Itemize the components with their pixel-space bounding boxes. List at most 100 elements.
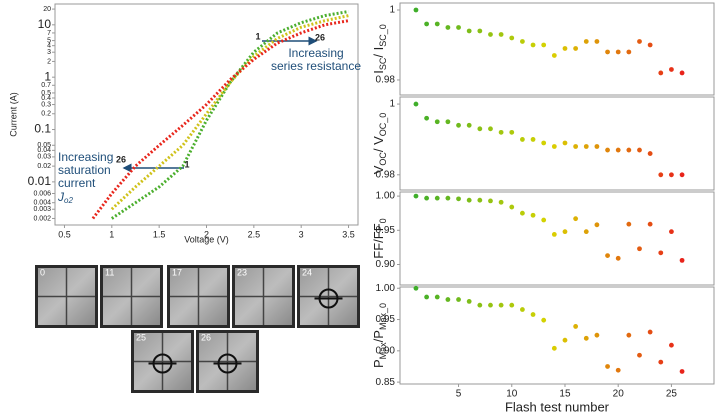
point xyxy=(562,337,568,343)
point xyxy=(498,199,504,205)
point xyxy=(509,204,515,210)
point xyxy=(679,257,685,263)
point xyxy=(562,46,568,51)
plot-area xyxy=(54,3,359,226)
point xyxy=(520,137,525,142)
curve-label: 26 xyxy=(116,154,126,164)
point xyxy=(424,115,430,121)
point xyxy=(541,42,547,48)
point xyxy=(477,126,483,132)
point xyxy=(477,302,483,308)
x-tick-label: 2 xyxy=(204,229,209,239)
point xyxy=(594,332,600,338)
point xyxy=(488,32,493,37)
point xyxy=(669,172,674,178)
y-axis-label-part: V xyxy=(371,165,386,174)
point xyxy=(520,39,525,44)
point xyxy=(626,147,632,153)
point xyxy=(637,147,642,153)
el-label: 25 xyxy=(136,332,146,342)
y-tick-label: 0.3 xyxy=(41,101,51,108)
annotation: current xyxy=(58,176,96,190)
x-axis-label: Flash test number xyxy=(505,399,610,414)
point xyxy=(541,317,547,323)
point xyxy=(488,198,493,204)
point xyxy=(679,70,685,76)
point xyxy=(530,137,536,142)
point xyxy=(520,210,525,216)
iv-curve xyxy=(91,19,349,220)
y-axis-label: PMax/PMax_0 xyxy=(371,303,388,368)
point xyxy=(488,126,493,132)
plot-area xyxy=(399,2,715,96)
y-tick-label: 4 xyxy=(47,43,51,50)
point xyxy=(573,46,579,51)
point xyxy=(605,364,610,369)
point xyxy=(520,307,525,312)
point xyxy=(541,217,547,223)
y-tick-label: 0.95 xyxy=(376,225,396,236)
annotation-sub: o2 xyxy=(64,196,73,205)
y-tick-label: 0.003 xyxy=(33,206,51,213)
point xyxy=(583,144,589,149)
point xyxy=(456,122,461,128)
y-tick-label: 20 xyxy=(43,6,51,13)
y-tick-label: 0.7 xyxy=(41,82,51,89)
point xyxy=(637,246,642,252)
point xyxy=(530,212,536,218)
y-tick-label: 0.4 xyxy=(41,95,51,102)
point xyxy=(615,367,621,373)
point xyxy=(413,101,419,107)
curve-label: 1 xyxy=(255,31,260,41)
y-tick-label: 1 xyxy=(44,69,51,83)
y-axis-label-part: / V xyxy=(371,136,386,152)
y-tick-label: 0.98 xyxy=(376,169,396,180)
point xyxy=(605,147,610,153)
point xyxy=(498,302,504,308)
point xyxy=(456,25,461,30)
point xyxy=(658,250,664,256)
y-axis-label-part: SC_0 xyxy=(378,24,388,47)
iv-curve xyxy=(110,10,349,220)
y-tick-label: 0.05 xyxy=(37,142,51,149)
y-tick-label: 0.04 xyxy=(37,147,51,154)
point xyxy=(594,222,600,228)
point xyxy=(615,147,621,153)
point xyxy=(679,369,685,374)
x-tick-label: 10 xyxy=(506,389,518,400)
y-tick-label: 1.00 xyxy=(376,191,396,202)
plot-area xyxy=(399,191,715,286)
point xyxy=(594,144,600,149)
y-axis-label-part: OC xyxy=(378,152,388,166)
point xyxy=(424,21,430,27)
point xyxy=(551,231,557,237)
annotation: Increasing xyxy=(58,150,113,164)
point xyxy=(551,53,557,58)
point xyxy=(498,129,504,135)
point xyxy=(530,42,536,48)
el-label: 24 xyxy=(302,267,312,277)
point xyxy=(658,70,664,76)
point xyxy=(594,39,600,44)
point xyxy=(615,255,621,261)
point xyxy=(562,229,568,235)
y-tick-label: 0.5 xyxy=(41,90,51,97)
plot-area xyxy=(399,286,715,385)
y-tick-label: 0.03 xyxy=(37,154,51,161)
y-tick-label: 10 xyxy=(38,17,52,31)
point xyxy=(424,195,430,201)
point xyxy=(456,297,461,302)
y-axis-label-part: /P xyxy=(371,330,386,342)
y-tick-label: 0.98 xyxy=(376,75,396,86)
annotation: saturation xyxy=(58,163,111,177)
point xyxy=(626,332,632,338)
point xyxy=(669,67,674,72)
point xyxy=(605,253,610,258)
point xyxy=(679,172,685,178)
y-tick-label: 0.1 xyxy=(34,122,51,136)
point xyxy=(434,119,440,125)
el-label: 26 xyxy=(201,332,211,342)
point xyxy=(466,298,472,304)
point xyxy=(434,195,440,201)
point xyxy=(573,144,579,149)
